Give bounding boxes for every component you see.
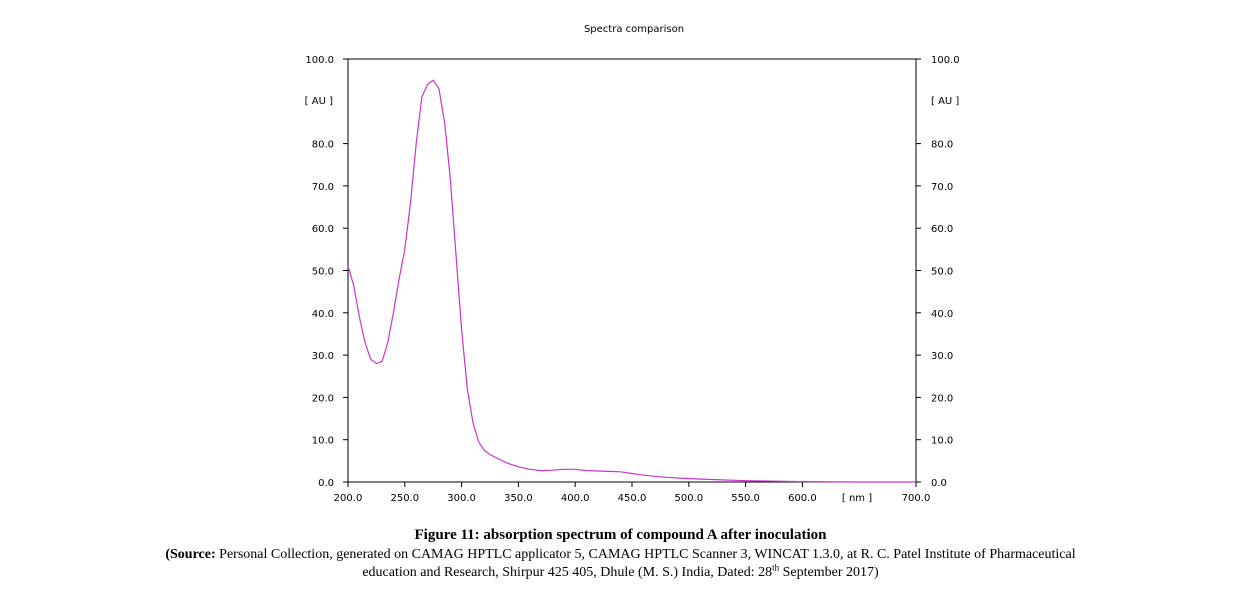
x-tick-label: 500.0 xyxy=(674,493,703,504)
chart-title: Spectra comparison xyxy=(584,24,684,35)
left-y-tick-label: 100.0 xyxy=(305,55,334,66)
left-y-tick-label: 70.0 xyxy=(312,182,334,193)
left-y-unit-label: [ AU ] xyxy=(305,96,333,107)
plot-frame xyxy=(347,58,917,483)
right-y-tick-label: 60.0 xyxy=(931,224,953,235)
left-y-tick-label: 60.0 xyxy=(312,224,334,235)
right-y-tick-label: 50.0 xyxy=(931,267,953,278)
right-y-tick-label: 80.0 xyxy=(931,140,953,151)
x-tick-label: 300.0 xyxy=(447,493,476,504)
right-y-tick-label: 70.0 xyxy=(931,182,953,193)
x-tick-label: 350.0 xyxy=(504,493,533,504)
x-axis: 200.0 250.0 300.0 350.0 400.0 450.0 500.0 550.0… xyxy=(334,482,931,504)
spectrum-series-line xyxy=(347,79,916,483)
right-y-tick-label: 30.0 xyxy=(931,351,953,362)
figure-title: Figure 11: absorption spectrum of compou… xyxy=(414,527,827,543)
x-tick-label: 250.0 xyxy=(390,493,419,504)
x-tick-label: 550.0 xyxy=(731,493,760,504)
x-tick-label: 700.0 xyxy=(902,493,931,504)
source-line-2-end: September 2017) xyxy=(779,565,879,580)
source-label: (Source: xyxy=(165,547,216,562)
left-y-tick-label: 30.0 xyxy=(312,351,334,362)
left-y-tick-label: 50.0 xyxy=(312,267,334,278)
x-tick-label: 600.0 xyxy=(788,493,817,504)
figure-source: (Source: Personal Collection, generated … xyxy=(0,546,1241,582)
left-y-tick-label: 40.0 xyxy=(312,309,334,320)
left-y-tick-label: 20.0 xyxy=(312,393,334,404)
right-y-axis: 0.0 10.0 20.0 30.0 40.0 50.0 60.0 70.0 80.0 100.0 xyxy=(916,55,960,489)
source-date-suffix: th xyxy=(772,562,780,573)
source-line-2: education and Research, Shirpur 425 405,… xyxy=(362,565,773,580)
left-y-tick-label: 80.0 xyxy=(312,140,334,151)
right-y-tick-label: 20.0 xyxy=(931,393,953,404)
left-y-axis: 0.0 10.0 20.0 30.0 40.0 50.0 60.0 70.0 80.0 100.0 xyxy=(305,55,348,489)
right-y-tick-label: 40.0 xyxy=(931,309,953,320)
left-y-tick-label: 10.0 xyxy=(312,436,334,447)
source-line-1: Personal Collection, generated on CAMAG … xyxy=(215,547,1076,562)
x-unit-label: [ nm ] xyxy=(842,493,872,504)
right-y-tick-label: 100.0 xyxy=(931,55,960,66)
x-tick-label: 450.0 xyxy=(618,493,647,504)
left-y-tick-label: 0.0 xyxy=(318,478,334,489)
x-tick-label: 400.0 xyxy=(561,493,590,504)
right-y-unit-label: [ AU ] xyxy=(931,96,959,107)
x-tick-label: 200.0 xyxy=(334,493,363,504)
right-y-tick-label: 0.0 xyxy=(931,478,947,489)
right-y-tick-label: 10.0 xyxy=(931,436,953,447)
